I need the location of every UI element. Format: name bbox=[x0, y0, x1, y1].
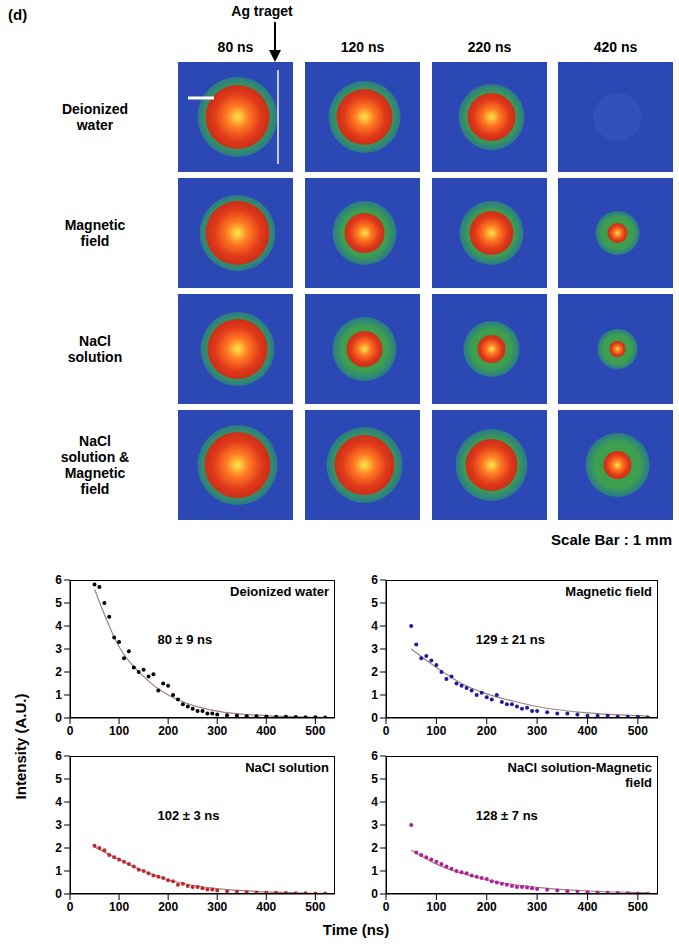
svg-text:4: 4 bbox=[55, 619, 62, 633]
svg-text:400: 400 bbox=[577, 724, 597, 738]
svg-text:3: 3 bbox=[371, 642, 378, 656]
svg-text:5: 5 bbox=[55, 596, 62, 610]
svg-text:NaClsolution &Magneticfield: NaClsolution &Magneticfield bbox=[61, 433, 129, 497]
svg-text:6: 6 bbox=[55, 749, 62, 763]
svg-text:4: 4 bbox=[55, 795, 62, 809]
svg-text:400: 400 bbox=[256, 900, 276, 914]
svg-text:2: 2 bbox=[55, 841, 62, 855]
svg-text:1: 1 bbox=[55, 688, 62, 702]
svg-text:0: 0 bbox=[383, 900, 390, 914]
svg-text:(d): (d) bbox=[8, 6, 27, 23]
svg-text:120 ns: 120 ns bbox=[341, 39, 385, 55]
svg-text:200: 200 bbox=[477, 900, 497, 914]
svg-text:0: 0 bbox=[371, 711, 378, 725]
html-text:Time (ns): Time (ns) bbox=[322, 921, 390, 938]
svg-text:0: 0 bbox=[55, 711, 62, 725]
svg-text:Scale Bar : 1 mm: Scale Bar : 1 mm bbox=[551, 531, 672, 548]
svg-text:NaClsolution: NaClsolution bbox=[68, 333, 122, 365]
html-text:129 ± 21 ns: 129 ± 21 ns bbox=[475, 632, 545, 648]
svg-text:100: 100 bbox=[426, 724, 446, 738]
svg-text:3: 3 bbox=[371, 818, 378, 832]
svg-text:4: 4 bbox=[371, 795, 378, 809]
svg-text:6: 6 bbox=[371, 749, 378, 763]
svg-text:Deionizedwater: Deionizedwater bbox=[62, 101, 128, 133]
svg-text:6: 6 bbox=[55, 573, 62, 587]
svg-text:4: 4 bbox=[371, 619, 378, 633]
svg-text:Magneticfield: Magneticfield bbox=[65, 217, 126, 249]
svg-text:0: 0 bbox=[371, 887, 378, 901]
svg-text:5: 5 bbox=[371, 772, 378, 786]
svg-text:2: 2 bbox=[55, 665, 62, 679]
html-text:80 ± 9 ns: 80 ± 9 ns bbox=[157, 632, 213, 648]
svg-text:220 ns: 220 ns bbox=[468, 39, 512, 55]
html-text:128 ± 7 ns: 128 ± 7 ns bbox=[475, 808, 538, 824]
svg-text:100: 100 bbox=[109, 724, 129, 738]
svg-text:0: 0 bbox=[67, 900, 74, 914]
html-text:Magnetic field: Magnetic field bbox=[565, 584, 652, 599]
svg-text:500: 500 bbox=[305, 900, 325, 914]
svg-text:200: 200 bbox=[158, 900, 178, 914]
html-text:102 ± 3 ns: 102 ± 3 ns bbox=[157, 808, 220, 824]
html-text:Deionized water: Deionized water bbox=[230, 584, 329, 599]
svg-text:420 ns: 420 ns bbox=[594, 39, 638, 55]
html-text:NaCl solution: NaCl solution bbox=[245, 760, 329, 775]
svg-text:100: 100 bbox=[109, 900, 129, 914]
svg-text:Ag traget: Ag traget bbox=[231, 3, 293, 19]
svg-text:2: 2 bbox=[371, 665, 378, 679]
svg-text:0: 0 bbox=[55, 887, 62, 901]
svg-text:500: 500 bbox=[628, 724, 648, 738]
svg-text:0: 0 bbox=[67, 724, 74, 738]
svg-text:300: 300 bbox=[527, 900, 547, 914]
svg-text:300: 300 bbox=[527, 724, 547, 738]
svg-text:200: 200 bbox=[477, 724, 497, 738]
svg-text:500: 500 bbox=[628, 900, 648, 914]
svg-text:5: 5 bbox=[371, 596, 378, 610]
svg-text:300: 300 bbox=[207, 900, 227, 914]
html-text:Intensity (A.U.): Intensity (A.U.) bbox=[11, 693, 29, 800]
svg-text:500: 500 bbox=[305, 724, 325, 738]
svg-text:400: 400 bbox=[256, 724, 276, 738]
svg-text:200: 200 bbox=[158, 724, 178, 738]
svg-text:400: 400 bbox=[577, 900, 597, 914]
svg-text:3: 3 bbox=[55, 818, 62, 832]
svg-text:1: 1 bbox=[371, 864, 378, 878]
svg-text:300: 300 bbox=[207, 724, 227, 738]
svg-text:0: 0 bbox=[383, 724, 390, 738]
svg-text:1: 1 bbox=[371, 688, 378, 702]
svg-text:100: 100 bbox=[426, 900, 446, 914]
svg-text:1: 1 bbox=[55, 864, 62, 878]
svg-text:6: 6 bbox=[371, 573, 378, 587]
svg-text:2: 2 bbox=[371, 841, 378, 855]
html-text:NaCl solution-Magnetic field: NaCl solution-Magnetic field bbox=[507, 760, 652, 790]
svg-text:5: 5 bbox=[55, 772, 62, 786]
svg-text:80 ns: 80 ns bbox=[218, 39, 254, 55]
svg-text:3: 3 bbox=[55, 642, 62, 656]
